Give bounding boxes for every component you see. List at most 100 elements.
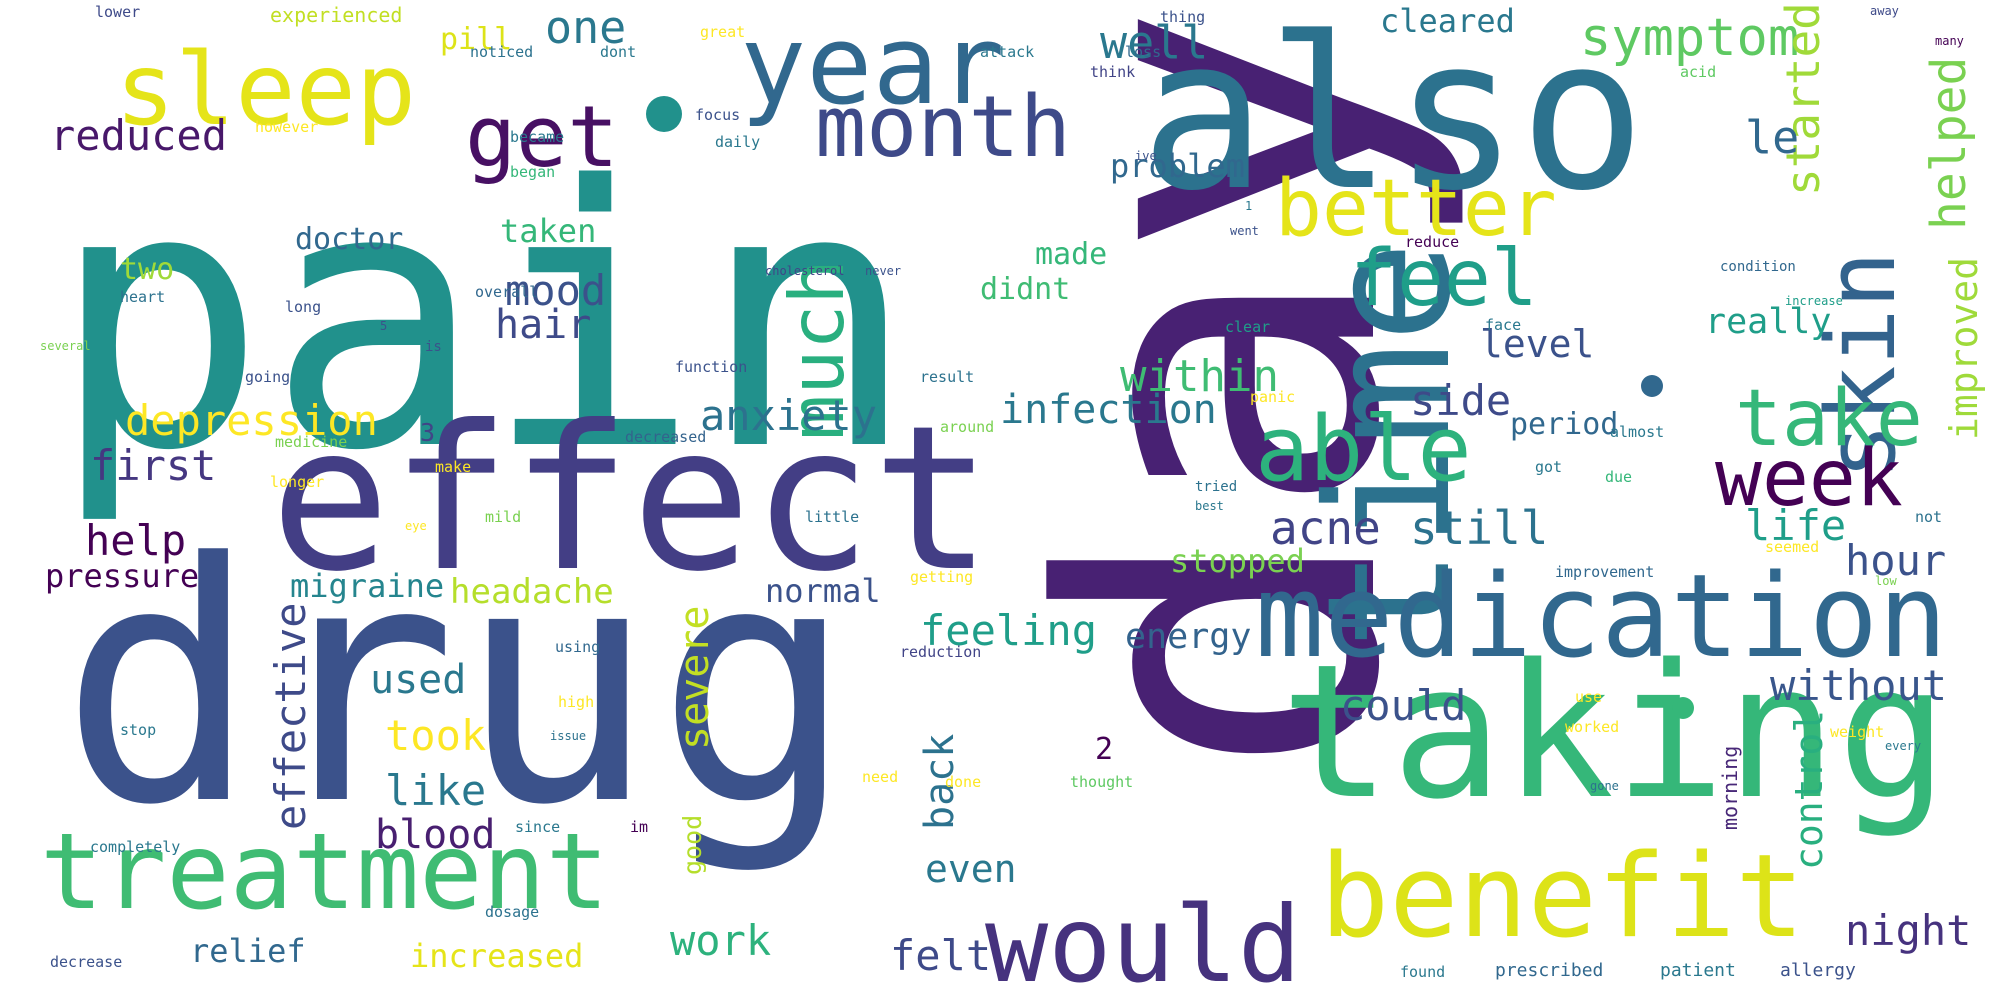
word-able: able bbox=[1255, 397, 1472, 502]
word-since: since bbox=[515, 818, 561, 836]
word-made: made bbox=[1035, 237, 1108, 272]
word-could: could bbox=[1340, 681, 1467, 730]
word-face: face bbox=[1485, 316, 1522, 334]
word-normal: normal bbox=[765, 572, 881, 610]
word-acid: acid bbox=[1680, 63, 1717, 81]
word-loss: loss bbox=[1125, 43, 1162, 61]
word-reduction: reduction bbox=[900, 643, 982, 661]
word-not: not bbox=[1915, 508, 1943, 526]
word-need: need bbox=[862, 768, 899, 786]
word-stop: stop bbox=[120, 721, 157, 739]
word-work: work bbox=[670, 916, 772, 965]
word-lower: lower bbox=[95, 3, 141, 21]
word-medication: medication bbox=[1255, 550, 1948, 684]
word-reduced: reduced bbox=[50, 111, 228, 160]
word-experienced: experienced bbox=[270, 3, 403, 27]
word-high: high bbox=[558, 693, 595, 711]
word-treatment: treatment bbox=[40, 811, 609, 933]
word-sleep: sleep bbox=[115, 31, 417, 148]
word-still: still bbox=[1410, 501, 1549, 555]
word-improved: improved bbox=[1942, 256, 1986, 440]
word-began: began bbox=[510, 163, 556, 181]
word-month: month bbox=[815, 78, 1071, 177]
word-long: long bbox=[285, 298, 322, 316]
word-done: done bbox=[945, 773, 982, 791]
word-result: result bbox=[920, 368, 975, 386]
word-blood: blood bbox=[375, 812, 496, 858]
word-didnt: didnt bbox=[980, 272, 1071, 307]
word-morning: morning bbox=[1718, 745, 1742, 830]
word-3: 3 bbox=[420, 418, 436, 447]
word-severe: severe bbox=[672, 605, 718, 751]
word-pain: pain bbox=[50, 110, 917, 529]
word-control: control bbox=[1787, 709, 1831, 870]
word-without: without bbox=[1770, 661, 1948, 710]
word-best: best bbox=[1195, 499, 1224, 513]
word-issue: issue bbox=[550, 729, 587, 743]
word-overall: overall bbox=[475, 283, 539, 301]
word-is: is bbox=[425, 339, 442, 355]
word-thought: thought bbox=[1070, 773, 1134, 791]
word-life: life bbox=[1745, 501, 1847, 550]
word-attack: attack bbox=[980, 43, 1035, 61]
word-decrease: decrease bbox=[50, 953, 123, 971]
word-level: level bbox=[1480, 322, 1595, 366]
word-using: using bbox=[555, 638, 601, 656]
word-increased: increased bbox=[410, 937, 584, 975]
word-doctor: doctor bbox=[295, 222, 404, 257]
word-used: used bbox=[370, 657, 467, 703]
word-dosage: dosage bbox=[485, 903, 540, 921]
word-tried: tried bbox=[1195, 479, 1238, 495]
word-seemed: seemed bbox=[1765, 538, 1820, 556]
word-use: use bbox=[1575, 688, 1603, 706]
word-2: 2 bbox=[1095, 732, 1114, 767]
word-relief: relief bbox=[190, 932, 306, 970]
word-getting: getting bbox=[910, 568, 974, 586]
word-going: going bbox=[245, 368, 291, 386]
word-night: night bbox=[1845, 906, 1972, 955]
dot-mark bbox=[646, 96, 682, 132]
word-5: 5 bbox=[380, 319, 388, 333]
word-depression: depression bbox=[125, 396, 378, 445]
word-condition: condition bbox=[1720, 259, 1796, 275]
word-prescribed: prescribed bbox=[1495, 960, 1604, 981]
word-get: get bbox=[465, 88, 619, 187]
word-hair: hair bbox=[495, 302, 592, 348]
word-never: never bbox=[865, 264, 902, 278]
word-would: would bbox=[985, 884, 1302, 1000]
word-heart: heart bbox=[120, 288, 166, 306]
word-side: side bbox=[1410, 376, 1512, 425]
word-energy: energy bbox=[1125, 617, 1252, 657]
word-every: every bbox=[1885, 739, 1922, 753]
word-hour: hour bbox=[1845, 536, 1947, 585]
word-completely: completely bbox=[90, 838, 181, 856]
word-better: better bbox=[1275, 164, 1557, 254]
word-good: good bbox=[678, 814, 707, 875]
word-focus: focus bbox=[695, 106, 741, 124]
word-one: one bbox=[545, 1, 627, 54]
word-infection: infection bbox=[1000, 387, 1217, 433]
word-drug: drug bbox=[60, 493, 855, 877]
word-problem: problem bbox=[1110, 147, 1245, 185]
word-period: period bbox=[1510, 407, 1619, 442]
word-cleared: cleared bbox=[1380, 2, 1515, 40]
word-migraine: migraine bbox=[290, 567, 445, 605]
word-started: started bbox=[1776, 2, 1830, 196]
word-worked: worked bbox=[1565, 718, 1620, 736]
word-mild: mild bbox=[485, 508, 522, 526]
word-away: away bbox=[1870, 4, 1899, 18]
word-little: little bbox=[805, 508, 860, 526]
word-really: really bbox=[1705, 302, 1832, 342]
word-many: many bbox=[1935, 34, 1964, 48]
word-helped: helped bbox=[1921, 56, 1977, 230]
word-increase: increase bbox=[1785, 294, 1843, 308]
word-week: week bbox=[1715, 434, 1903, 524]
word-cholesterol: cholesterol bbox=[765, 264, 845, 278]
word-headache: headache bbox=[450, 572, 614, 612]
word-first: first bbox=[90, 441, 217, 490]
word-felt: felt bbox=[890, 931, 992, 980]
word-function: function bbox=[675, 358, 748, 376]
word-taking: taking bbox=[1280, 624, 1949, 840]
word-year: year bbox=[740, 1, 1005, 129]
